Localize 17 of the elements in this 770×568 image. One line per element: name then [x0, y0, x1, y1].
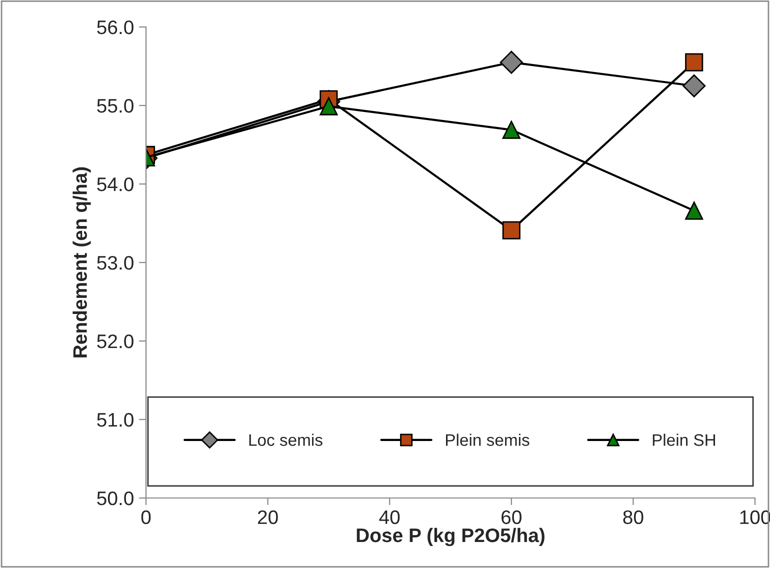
x-tick-label: 80	[623, 510, 644, 524]
y-tick-label: 53.0	[97, 256, 134, 270]
legend-label: Plein SH	[652, 434, 716, 446]
y-tick-label: 55.0	[97, 98, 134, 113]
x-tick-label: 40	[379, 510, 400, 524]
y-tick-label: 51.0	[97, 412, 134, 427]
y-tick-label: 50.0	[97, 491, 134, 506]
x-tick-label: 20	[258, 510, 278, 524]
legend-label: Loc semis	[249, 434, 322, 446]
y-tick-label: 56.0	[97, 20, 134, 34]
y-tick-label: 52.0	[97, 334, 134, 348]
y-axis-title: Rendement (en q/ha)	[72, 167, 91, 358]
x-tick-label: 0	[141, 510, 151, 524]
legend-label: Plein semis	[446, 434, 530, 446]
x-axis-title: Dose P (kg P2O5/ha)	[356, 528, 544, 546]
x-tick-label: 60	[502, 510, 522, 524]
y-tick-label: 54.0	[97, 177, 134, 192]
